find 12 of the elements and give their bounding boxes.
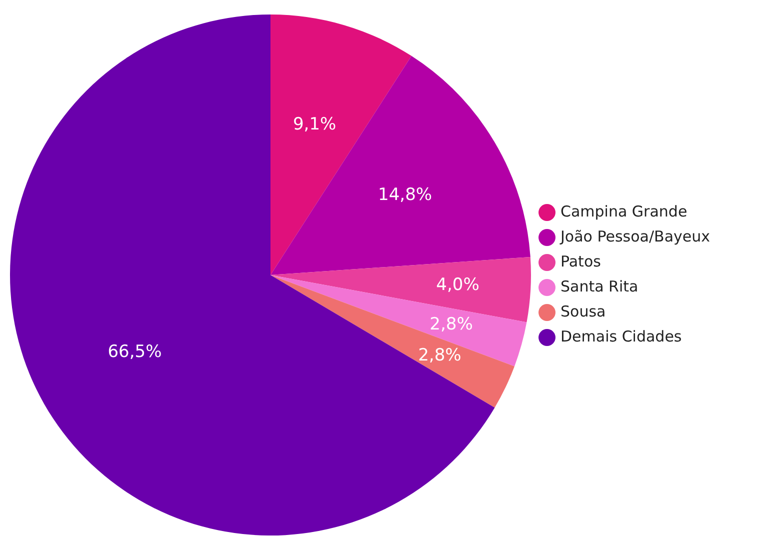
legend-label: Campina Grande bbox=[560, 202, 688, 220]
data-label: 14,8% bbox=[378, 184, 432, 205]
legend-label: Demais Cidades bbox=[560, 327, 682, 346]
data-label: 2,8% bbox=[430, 314, 473, 334]
legend-label: Sousa bbox=[560, 302, 606, 320]
data-label: 9,1% bbox=[292, 114, 336, 134]
data-label: 66,5% bbox=[108, 342, 162, 362]
legend-label: João Pessoa/Bayeux bbox=[560, 227, 710, 246]
legend-label: Santa Rita bbox=[560, 277, 638, 296]
data-label: 4,0% bbox=[436, 275, 480, 296]
legend-label: Patos bbox=[560, 252, 602, 270]
data-label: 2,8% bbox=[418, 345, 462, 366]
